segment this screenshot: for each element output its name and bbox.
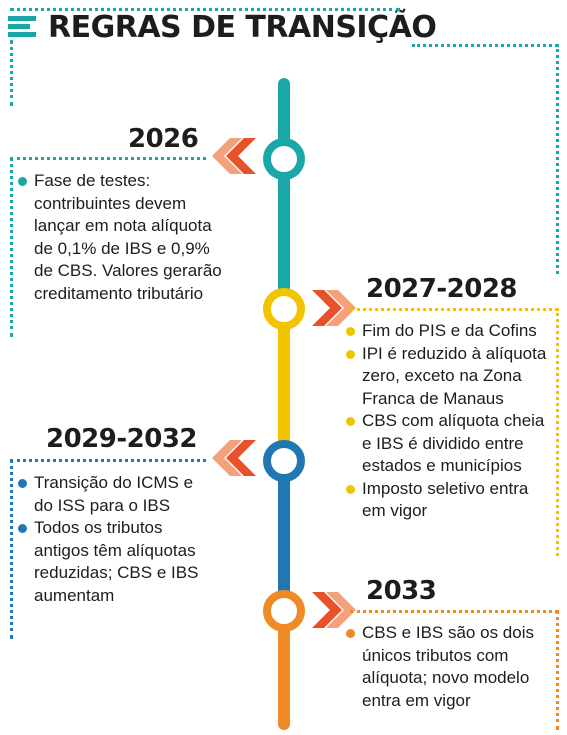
chevron-left-icon <box>212 138 256 174</box>
stage-year-2027-2028: 2027-2028 <box>366 274 518 304</box>
list-item: IPI é reduzido à alíquota zero, exceto n… <box>346 343 551 411</box>
stage-2026-list: Fase de testes: contribuintes devem lanç… <box>18 170 258 305</box>
frame-top-line <box>10 8 400 11</box>
list-item: Fase de testes: contribuintes devem lanç… <box>18 170 258 305</box>
stage-year-2029-2032: 2029-2032 <box>46 424 198 454</box>
list-item: Todos os tributos antigos têm alíquotas … <box>18 517 258 607</box>
list-item-text: Fim do PIS e da Cofins <box>362 321 537 340</box>
bullet-icon <box>346 484 355 494</box>
frame-right-vertical <box>556 44 559 274</box>
stage-2027-2028-vline <box>556 308 559 556</box>
bullet-icon <box>18 177 27 186</box>
stage-2029-2032-vline <box>10 459 13 639</box>
list-item: Fim do PIS e da Cofins <box>346 320 551 343</box>
list-item-text: CBS com alíquota cheia e IBS é dividido … <box>362 411 545 475</box>
stage-2029-2032-list: Transição do ICMS e do ISS para o IBS To… <box>18 472 258 607</box>
timeline-node-2029-2032 <box>263 440 305 482</box>
list-item-text: Fase de testes: contribuintes devem lanç… <box>34 171 222 303</box>
bullet-icon <box>18 479 27 488</box>
list-item: CBS com alíquota cheia e IBS é dividido … <box>346 410 551 478</box>
stage-2026-vline <box>10 157 13 337</box>
timeline-node-2026 <box>263 138 305 180</box>
bullet-icon <box>346 629 355 638</box>
timeline-node-2027-2028 <box>263 288 305 330</box>
list-item-text: IPI é reduzido à alíquota zero, exceto n… <box>362 343 547 408</box>
bullet-icon <box>346 417 355 426</box>
chevron-left-icon <box>212 440 256 476</box>
title-bars-icon <box>8 16 36 42</box>
stage-2033-vline <box>556 610 559 730</box>
stage-2027-2028-list: Fim do PIS e da Cofins IPI é reduzido à … <box>346 320 551 523</box>
bullet-icon <box>18 524 27 533</box>
stage-2026-line <box>10 157 206 160</box>
page-title: REGRAS DE TRANSIÇÃO <box>48 10 437 45</box>
list-item-text: Todos os tributos antigos têm alíquotas … <box>34 518 199 605</box>
timeline-segment-yellow <box>278 300 290 456</box>
list-item: Imposto seletivo entra em vigor <box>346 478 551 523</box>
list-item: Transição do ICMS e do ISS para o IBS <box>18 472 258 517</box>
frame-right-line <box>412 44 558 47</box>
stage-2027-2028-line <box>350 308 558 311</box>
timeline-segment-orange <box>278 606 290 730</box>
timeline-segment-teal <box>278 78 290 300</box>
list-item-text: Imposto seletivo entra em vigor <box>362 478 529 521</box>
stage-year-2033: 2033 <box>366 576 437 606</box>
stage-2029-2032-line <box>10 459 206 462</box>
list-item-text: CBS e IBS são os dois únicos tributos co… <box>362 623 534 710</box>
list-item: CBS e IBS são os dois únicos tributos co… <box>346 622 551 712</box>
bullet-icon <box>346 327 355 336</box>
bullet-icon <box>346 349 355 359</box>
list-item-text: Transição do ICMS e do ISS para o IBS <box>34 473 194 515</box>
frame-left-line <box>10 40 13 106</box>
stage-year-2026: 2026 <box>128 124 199 154</box>
timeline-segment-blue <box>278 456 290 606</box>
stage-2033-line <box>350 610 558 613</box>
timeline-node-2033 <box>263 590 305 632</box>
stage-2033-list: CBS e IBS são os dois únicos tributos co… <box>346 622 551 712</box>
